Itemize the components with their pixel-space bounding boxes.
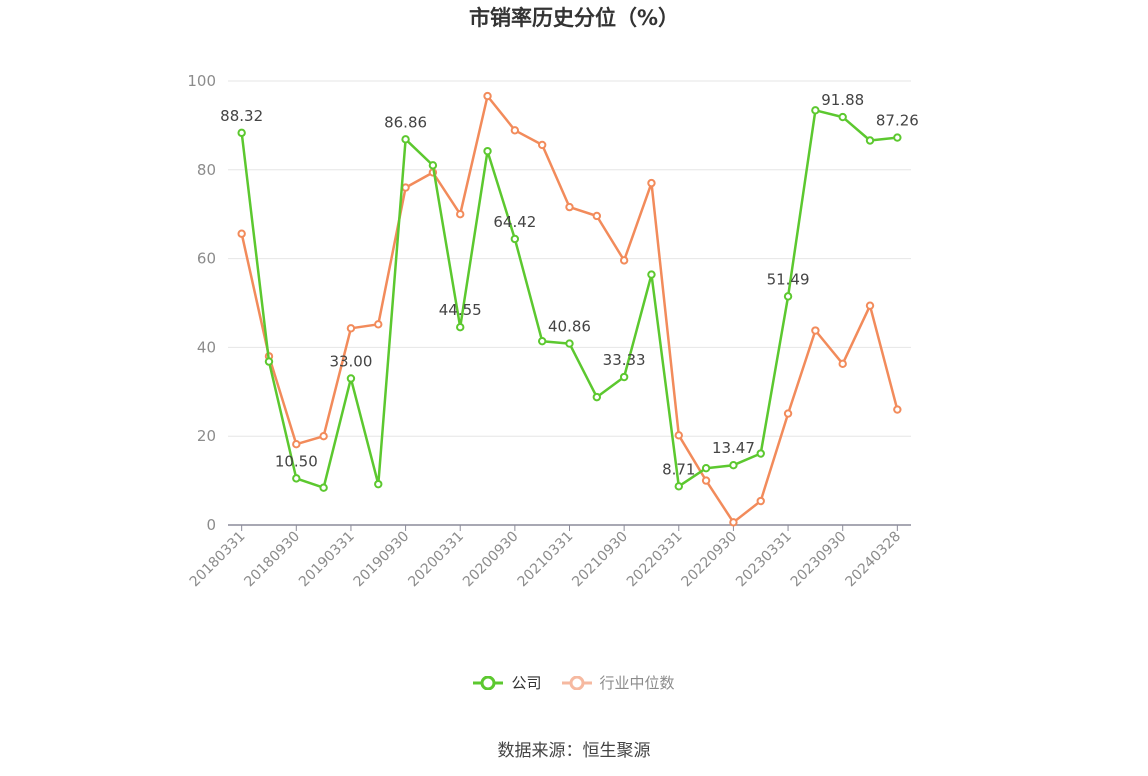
data-source: 数据来源：恒生聚源 xyxy=(497,741,651,761)
x-tick-label: 20180930 xyxy=(241,529,303,591)
point-industry xyxy=(346,324,356,333)
point-company xyxy=(537,336,547,346)
x-tick-label: 20220331 xyxy=(624,529,686,591)
point-company xyxy=(838,112,847,122)
data-label: 40.86 xyxy=(548,318,591,336)
circle-line-icon xyxy=(473,675,504,690)
point-company xyxy=(292,474,301,483)
x-tick-label: 20190930 xyxy=(351,529,413,591)
x-tick-label: 20190331 xyxy=(296,529,358,591)
legend-item-company[interactable]: 公司 xyxy=(473,672,542,693)
point-company xyxy=(729,460,738,470)
legend-label-industry: 行业中位数 xyxy=(599,674,675,692)
circle-line-icon xyxy=(561,675,592,690)
y-tick-label: 60 xyxy=(197,250,216,268)
y-tick-label: 100 xyxy=(187,72,216,90)
point-industry xyxy=(592,211,602,221)
point-industry xyxy=(619,256,629,265)
point-company xyxy=(701,463,711,473)
legend-label-company: 公司 xyxy=(511,674,542,692)
data-label: 88.32 xyxy=(220,107,263,125)
series-line-industry xyxy=(240,94,899,524)
point-company xyxy=(264,357,274,366)
point-company xyxy=(319,483,328,492)
point-company xyxy=(428,161,438,170)
x-tick-label: 20230331 xyxy=(733,529,795,591)
point-company xyxy=(811,106,820,115)
point-industry xyxy=(401,183,410,192)
x-tick-label: 20210331 xyxy=(515,529,577,591)
point-industry xyxy=(537,140,547,150)
point-company xyxy=(674,482,683,491)
point-industry xyxy=(647,178,656,188)
data-label: 64.42 xyxy=(493,213,536,231)
data-label: 51.49 xyxy=(767,270,810,288)
y-tick-label: 20 xyxy=(197,427,216,445)
data-label: 13.47 xyxy=(712,439,755,457)
chart-title: 市销率历史分位（%） xyxy=(468,6,680,30)
y-tick-label: 80 xyxy=(197,161,216,179)
point-company xyxy=(456,322,465,332)
x-tick-label: 20200930 xyxy=(460,529,522,591)
point-industry xyxy=(456,210,465,219)
point-company xyxy=(565,339,574,348)
point-industry xyxy=(783,409,793,418)
data-label: 33.00 xyxy=(329,352,372,370)
y-tick-label: 40 xyxy=(197,338,216,356)
x-tick-label: 20180331 xyxy=(187,529,249,591)
point-industry xyxy=(674,431,683,440)
chart-plot: 0 20 40 60 80 100 2018033120180930201903312019… xyxy=(187,72,919,591)
data-label: 86.86 xyxy=(384,113,427,131)
data-label: 87.26 xyxy=(876,112,919,130)
point-industry xyxy=(319,432,328,441)
point-company xyxy=(401,135,410,144)
point-company xyxy=(592,392,602,402)
x-tick-label: 20200331 xyxy=(405,529,467,591)
point-industry xyxy=(510,126,520,135)
point-company xyxy=(893,133,902,142)
point-company xyxy=(237,128,246,138)
point-company xyxy=(783,292,793,301)
point-industry xyxy=(893,405,902,414)
point-industry xyxy=(756,496,765,506)
point-industry xyxy=(838,359,847,369)
data-label: 91.88 xyxy=(821,91,864,109)
point-industry xyxy=(865,301,875,310)
point-company xyxy=(346,374,356,383)
point-industry xyxy=(483,91,492,101)
point-company xyxy=(647,270,656,279)
point-industry xyxy=(729,518,738,527)
point-industry xyxy=(374,320,383,329)
point-industry xyxy=(565,202,574,212)
point-industry xyxy=(292,439,301,449)
point-company xyxy=(865,136,875,145)
data-label: 8.71 xyxy=(662,460,695,478)
data-label: 33.33 xyxy=(603,351,646,369)
legend-item-industry[interactable]: 行业中位数 xyxy=(561,672,675,693)
point-industry xyxy=(811,326,820,335)
x-tick-label: 20240328 xyxy=(842,529,904,591)
x-tick-label: 20210930 xyxy=(569,529,631,591)
point-company xyxy=(374,479,383,489)
x-tick-label: 20230930 xyxy=(788,529,850,591)
point-industry xyxy=(701,476,711,485)
y-tick-label: 0 xyxy=(206,516,216,534)
point-company xyxy=(619,372,629,382)
point-company xyxy=(483,146,492,156)
point-company xyxy=(510,234,520,244)
x-tick-label: 20220930 xyxy=(679,529,741,591)
chart-legend: 公司 行业中位数 xyxy=(0,672,1148,693)
data-label: 44.55 xyxy=(439,301,482,319)
point-industry xyxy=(237,229,246,238)
point-company xyxy=(756,449,765,458)
data-label: 10.50 xyxy=(275,452,318,470)
series-line-company xyxy=(240,109,898,489)
